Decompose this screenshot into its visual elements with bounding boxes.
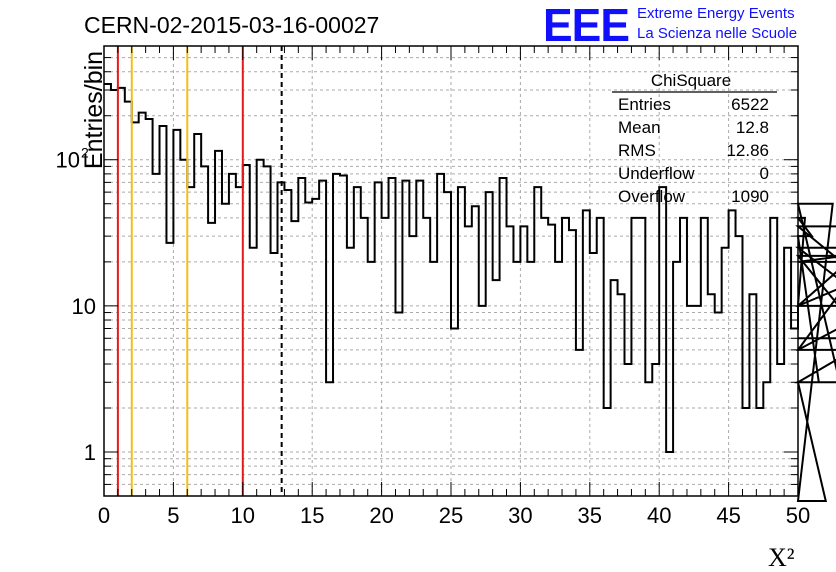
- x-tick-label: 45: [716, 503, 740, 528]
- stats-label: Entries: [618, 95, 671, 114]
- x-tick-label: 40: [647, 503, 671, 528]
- stats-label: Mean: [618, 118, 661, 137]
- x-tick-label: 20: [369, 503, 393, 528]
- threshold-lines: [116, 46, 283, 496]
- stats-value: 1090: [731, 187, 769, 206]
- logo-mark: EEE: [543, 0, 629, 51]
- y-axis-title: Entries/bin: [80, 51, 108, 169]
- histogram-outline: [104, 82, 836, 502]
- stats-label: RMS: [618, 141, 656, 160]
- x-tick-label: 25: [439, 503, 463, 528]
- y-tick-label: 10: [56, 148, 80, 173]
- stats-box: ChiSquare Entries 6522 Mean 12.8 RMS 12.86 Und…: [612, 71, 777, 206]
- stats-value: 0: [760, 164, 769, 183]
- eee-logo: EEE Extreme Energy Events La Scienza nel…: [543, 0, 797, 51]
- stats-value: 12.86: [726, 141, 769, 160]
- stats-label: Underflow: [618, 164, 695, 183]
- grid: [104, 45, 798, 497]
- x-tick-label: 35: [578, 503, 602, 528]
- stats-rows: Entries 6522 Mean 12.8 RMS 12.86 Underflow 0 Ove…: [618, 95, 769, 206]
- stats-label: Overflow: [618, 187, 686, 206]
- x-tick-label: 30: [508, 503, 532, 528]
- x-tick-label: 5: [167, 503, 179, 528]
- y-tick-exponent: 2: [81, 145, 89, 161]
- x-axis-title: X²: [768, 543, 795, 572]
- x-tick-label: 10: [231, 503, 255, 528]
- logo-line-2: La Scienza nelle Scuole: [637, 25, 797, 42]
- x-tick-labels: 0 5 10 15 20 25 30 35 40 45 50: [98, 503, 810, 528]
- stats-value: 6522: [731, 95, 769, 114]
- histogram-series: [104, 82, 836, 502]
- axis-ticks: [103, 45, 799, 497]
- y-tick-label: 1: [84, 440, 96, 465]
- logo-line-1: Extreme Energy Events: [637, 5, 795, 22]
- x-tick-label: 15: [300, 503, 324, 528]
- y-tick-label: 10: [72, 294, 96, 319]
- x-tick-label: 0: [98, 503, 110, 528]
- stats-title: ChiSquare: [651, 71, 731, 90]
- x-tick-label: 50: [786, 503, 810, 528]
- chart-title: CERN-02-2015-03-16-00027: [84, 12, 379, 38]
- stats-value: 12.8: [736, 118, 769, 137]
